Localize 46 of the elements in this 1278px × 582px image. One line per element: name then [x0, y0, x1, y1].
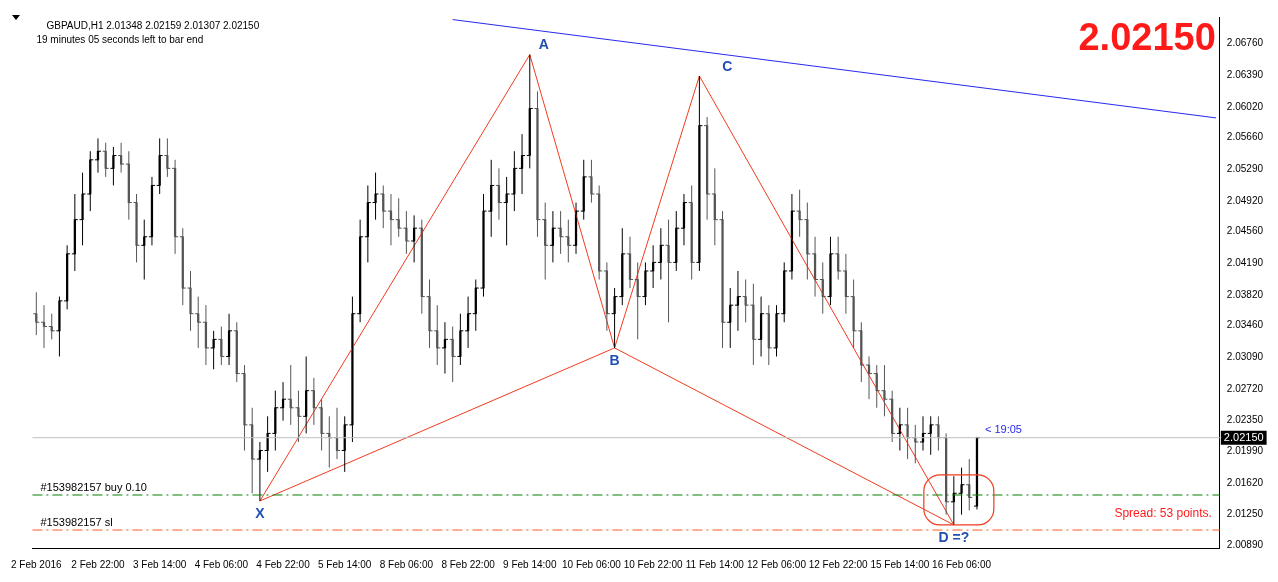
y-tick-label: 2.05660 [1226, 131, 1264, 143]
ref-line-label: 2.02150 [1223, 430, 1264, 443]
x-tick-label: 5 Feb 14:00 [318, 558, 372, 570]
x-tick-label: 4 Feb 06:00 [194, 558, 249, 570]
text: 19 minutes 05 seconds left to bar end [36, 33, 204, 45]
y-tick-label: 2.00890 [1226, 539, 1264, 551]
chart-title: GBPAUD,H1 2.01348 2.02159 2.01307 2.02150 [46, 19, 260, 31]
ref-line-label: #153982157 buy 0.10 [40, 480, 147, 493]
x-tick-label: 16 Feb 06:00 [932, 558, 992, 570]
y-tick-label: 2.01990 [1226, 445, 1264, 457]
ref-line-label: #153982157 sl [40, 515, 113, 528]
data-label: D =? [938, 528, 970, 545]
y-tick-label: 2.05290 [1226, 162, 1264, 174]
x-tick-label: 11 Feb 14:00 [685, 558, 745, 570]
y-tick-label: 2.01620 [1226, 476, 1264, 488]
x-tick-label: 3 Feb 14:00 [132, 558, 187, 570]
y-tick-label: 2.02720 [1226, 382, 1264, 394]
y-tick-label: 2.06020 [1226, 100, 1264, 112]
annotation: Spread: 53 points. [1114, 505, 1212, 520]
x-tick-label: 4 Feb 22:00 [256, 558, 311, 570]
y-tick-label: 2.06760 [1226, 37, 1264, 49]
x-tick-label: 15 Feb 14:00 [870, 558, 930, 570]
x-tick-label: 2 Feb 22:00 [71, 558, 126, 570]
data-label: C [722, 57, 733, 74]
annotation: 2.02150 [1078, 16, 1216, 59]
y-tick-label: 2.03090 [1226, 351, 1264, 363]
y-tick-label: 2.04190 [1226, 257, 1264, 269]
data-label: X [255, 504, 266, 521]
data-label: B [609, 351, 620, 368]
x-tick-label: 8 Feb 22:00 [441, 558, 496, 570]
x-tick-label: 12 Feb 22:00 [808, 558, 869, 570]
x-tick-label: 10 Feb 22:00 [623, 558, 684, 570]
y-tick-label: 2.02350 [1226, 414, 1264, 426]
y-tick-label: 2.04560 [1226, 225, 1264, 237]
x-tick-label: 12 Feb 06:00 [747, 558, 807, 570]
y-tick-label: 2.06390 [1226, 68, 1264, 80]
y-tick-label: 2.03820 [1226, 288, 1264, 300]
x-tick-label: 9 Feb 14:00 [503, 558, 557, 570]
y-tick-label: 2.04920 [1226, 194, 1264, 206]
y-tick-label: 2.03460 [1226, 319, 1264, 331]
y-tick-label: 2.01250 [1226, 508, 1264, 520]
data-label: A [538, 36, 549, 53]
x-tick-label: 8 Feb 06:00 [379, 558, 434, 570]
x-tick-label: 2 Feb 2016 [10, 558, 63, 570]
x-tick-label: 10 Feb 06:00 [561, 558, 622, 570]
annotation: < 19:05 [984, 423, 1022, 436]
